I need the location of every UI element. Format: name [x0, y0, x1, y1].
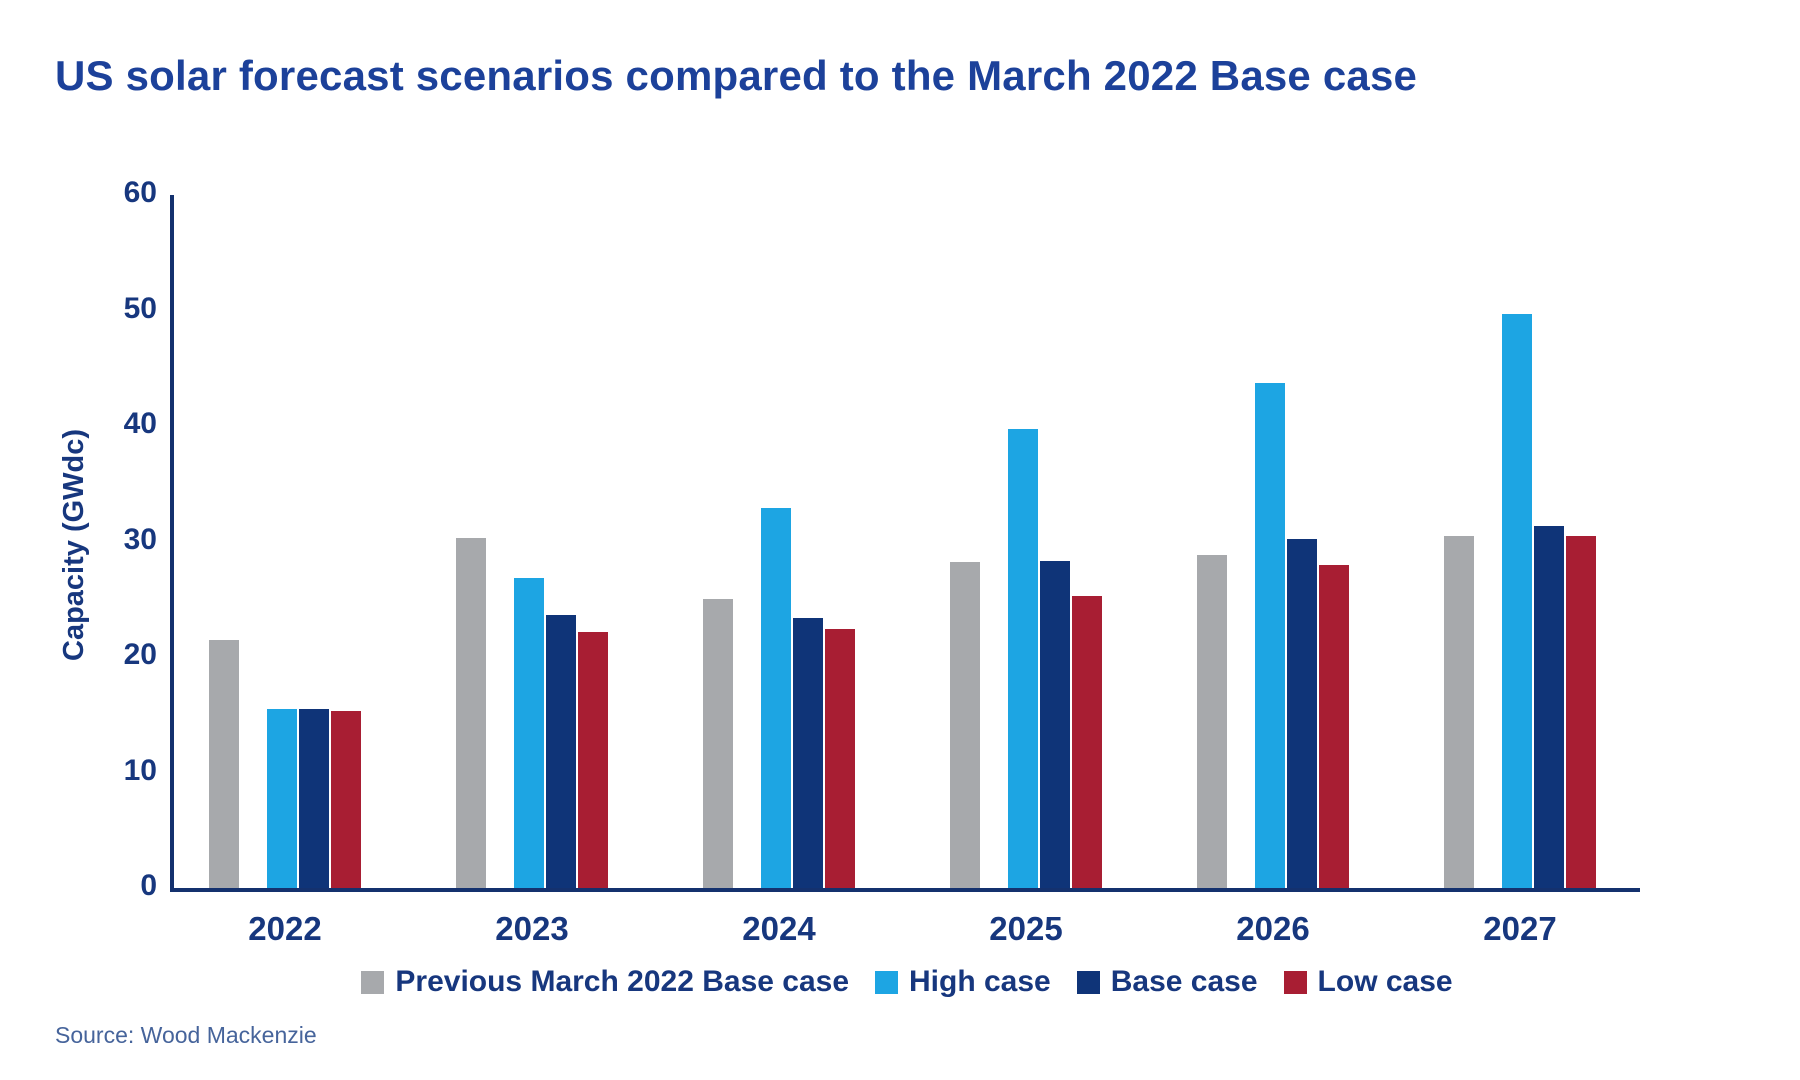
bar-group-2027 — [1444, 195, 1596, 888]
bar-group-2026 — [1197, 195, 1349, 888]
y-tick-label-20: 20 — [123, 638, 157, 671]
bar-group-2024 — [703, 195, 855, 888]
legend-item-high-case: High case — [875, 965, 1051, 999]
bar-high-case-2025 — [1008, 429, 1038, 888]
legend-label-previous-march-2022-base-case: Previous March 2022 Base case — [395, 965, 850, 998]
plot-area — [170, 195, 1640, 892]
bar-base-case-2025 — [1040, 561, 1070, 888]
y-tick-label-0: 0 — [140, 869, 157, 902]
bar-base-case-2027 — [1534, 526, 1564, 888]
bar-previous-march-2022-base-case-2027 — [1444, 536, 1474, 888]
chart-title: US solar forecast scenarios compared to … — [55, 52, 1418, 99]
legend-marker-high-case — [875, 970, 899, 994]
x-axis-label-2025: 2025 — [989, 910, 1063, 947]
bar-low-case-2022 — [331, 711, 361, 888]
bar-low-case-2026 — [1319, 565, 1349, 888]
x-axis-label-2023: 2023 — [495, 910, 569, 947]
x-axis-label-2026: 2026 — [1236, 910, 1310, 947]
bar-previous-march-2022-base-case-2026 — [1197, 555, 1227, 888]
x-axis-label-2022: 2022 — [248, 910, 322, 947]
legend-marker-base-case — [1076, 970, 1100, 994]
bar-base-case-2026 — [1287, 539, 1317, 888]
bar-low-case-2025 — [1072, 596, 1102, 888]
bar-low-case-2023 — [578, 632, 608, 888]
bar-previous-march-2022-base-case-2025 — [950, 562, 980, 888]
y-axis-line — [170, 195, 174, 892]
bar-group-2023 — [456, 195, 608, 888]
legend-item-previous-march-2022-base-case: Previous March 2022 Base case — [361, 965, 849, 999]
bar-high-case-2026 — [1255, 383, 1285, 888]
bar-base-case-2023 — [546, 615, 576, 888]
bar-high-case-2027 — [1502, 314, 1532, 888]
legend-item-low-case: Low case — [1283, 965, 1453, 999]
legend-marker-previous-march-2022-base-case — [361, 970, 385, 994]
legend-label-high-case: High case — [909, 965, 1051, 998]
x-axis-label-2024: 2024 — [742, 910, 816, 947]
bar-previous-march-2022-base-case-2022 — [209, 640, 239, 888]
bar-high-case-2024 — [761, 508, 791, 888]
bar-group-2022 — [209, 195, 361, 888]
y-tick-label-10: 10 — [123, 753, 157, 787]
source-note: Source: Wood Mackenzie — [55, 1022, 317, 1048]
x-axis-line — [170, 888, 1640, 892]
legend-label-base-case: Base case — [1110, 965, 1258, 998]
legend-item-base-case: Base case — [1076, 965, 1258, 999]
y-tick-label-60: 60 — [123, 176, 157, 209]
bar-high-case-2023 — [514, 578, 544, 888]
bar-high-case-2022 — [267, 709, 297, 888]
x-axis-label-2027: 2027 — [1483, 910, 1557, 947]
legend-label-low-case: Low case — [1317, 965, 1453, 998]
legend-marker-low-case — [1283, 970, 1307, 994]
bar-low-case-2024 — [825, 629, 855, 888]
bar-base-case-2024 — [793, 618, 823, 888]
bar-group-2025 — [950, 195, 1102, 888]
y-tick-label-40: 40 — [123, 407, 157, 440]
y-tick-label-30: 30 — [123, 522, 157, 556]
y-tick-label-50: 50 — [123, 291, 157, 325]
bar-base-case-2022 — [299, 709, 329, 888]
bar-low-case-2027 — [1566, 536, 1596, 888]
bar-previous-march-2022-base-case-2023 — [456, 538, 486, 888]
legend: Previous March 2022 Base case High case Ba… — [174, 965, 1640, 999]
bar-previous-march-2022-base-case-2024 — [703, 599, 733, 888]
